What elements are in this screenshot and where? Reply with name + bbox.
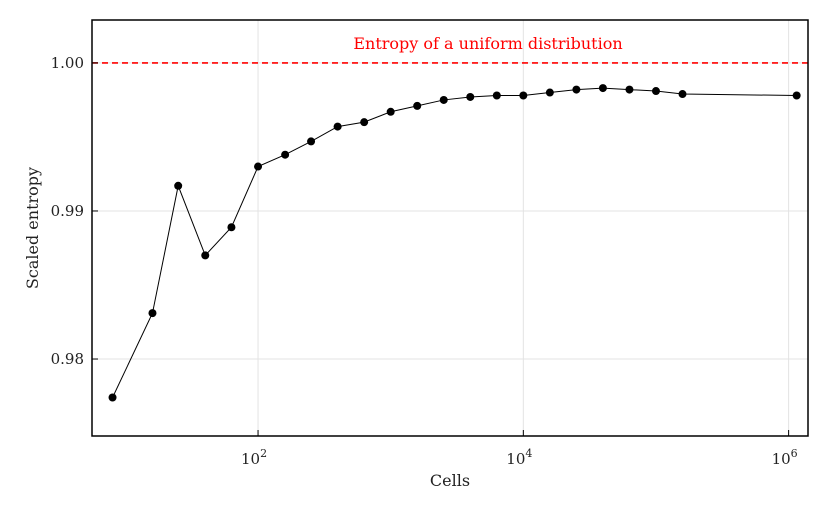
data-point [307, 137, 316, 146]
y-tick-label: 1.00 [51, 54, 84, 72]
data-point [492, 91, 501, 100]
y-axis-label: Scaled entropy [23, 167, 42, 289]
data-point [254, 162, 263, 171]
x-tick-base: 10 [241, 450, 260, 468]
x-tick-exponent: 6 [791, 447, 798, 460]
data-point [360, 118, 369, 127]
x-tick-base: 10 [772, 450, 791, 468]
x-tick-label: 106 [772, 447, 798, 468]
x-tick-exponent: 4 [525, 447, 532, 460]
data-point [625, 85, 634, 94]
data-point [519, 91, 528, 100]
x-tick-label: 104 [506, 447, 532, 468]
data-point [598, 84, 607, 93]
plot-frame [91, 19, 809, 437]
reference-line-label: Entropy of a uniform distribution [353, 34, 622, 53]
series-line [112, 87, 797, 398]
data-point [174, 181, 183, 190]
data-point [545, 88, 554, 97]
x-tick-label: 102 [241, 447, 267, 468]
grid-lines [92, 20, 808, 436]
data-point [466, 92, 475, 101]
data-point [227, 223, 236, 232]
data-point [413, 101, 422, 110]
y-tick-label: 0.98 [51, 350, 84, 368]
x-tick-base: 10 [506, 450, 525, 468]
data-point [201, 251, 210, 260]
x-tick-exponent: 2 [260, 447, 267, 460]
data-point [651, 87, 660, 96]
data-point [678, 90, 687, 99]
data-point [108, 393, 117, 402]
data-point [333, 122, 342, 131]
y-tick-label: 0.99 [51, 202, 84, 220]
data-point [792, 91, 801, 100]
x-axis-label: Cells [430, 471, 470, 490]
data-point [148, 309, 157, 318]
x-axis-ticks: 102 104 106 [241, 430, 798, 468]
data-point [572, 85, 581, 94]
y-axis-ticks: 0.98 0.99 1.00 [51, 54, 98, 368]
data-point [281, 150, 290, 159]
data-point [439, 95, 448, 104]
data-point [386, 107, 395, 116]
series-group [108, 84, 801, 402]
